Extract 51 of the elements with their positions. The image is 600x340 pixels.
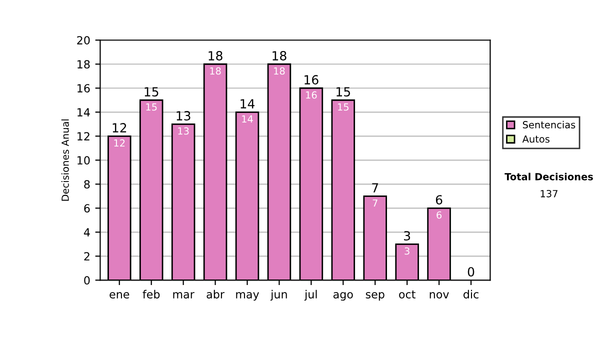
x-tick-label: ene	[110, 292, 130, 298]
total-label: 15	[144, 87, 158, 97]
x-tick-label: oct	[399, 290, 416, 298]
total-label: 18	[208, 51, 222, 60]
x-tick-label: may	[236, 292, 260, 301]
y-tick-label: 10	[78, 156, 90, 165]
text: 137	[540, 190, 558, 198]
x-tick-label: ago	[333, 292, 353, 301]
total-label: 15	[336, 87, 350, 97]
data-label: 18	[274, 67, 285, 75]
data-label: 13	[178, 127, 189, 135]
x-tick-label: abr	[206, 290, 224, 298]
x-tick-label: nov	[430, 292, 449, 298]
x-tick-label: jun	[270, 290, 287, 301]
total-label: 7	[372, 183, 378, 192]
y-tick-label: 8	[84, 180, 90, 189]
text: Total Decisiones	[504, 172, 593, 180]
total-label: 16	[304, 75, 318, 85]
x-tick-label: jul	[304, 290, 317, 301]
x-tick-label: dic	[464, 290, 478, 298]
x-tick-label: mar	[173, 292, 194, 298]
total-label: 18	[272, 51, 286, 60]
y-tick-label: 18	[78, 60, 90, 69]
y-tick-label: 12	[78, 132, 90, 140]
data-label: 18	[210, 67, 221, 75]
x-tick-label: feb	[142, 290, 160, 298]
data-label: 15	[338, 103, 348, 111]
y-tick-label: 2	[84, 252, 90, 260]
data-label: 12	[114, 139, 125, 147]
x-tick-label: sep	[366, 292, 384, 301]
y-tick-label: 20	[77, 36, 90, 44]
data-label: 14	[242, 115, 253, 123]
y-axis-title: Decisiones Anual	[61, 119, 69, 201]
data-label: 7	[372, 199, 378, 207]
y-tick-label: 0	[84, 276, 90, 285]
total-label: 14	[240, 99, 254, 108]
y-tick-label: 6	[84, 204, 90, 213]
y-tick-label: 4	[84, 228, 90, 236]
legend-label: Autos	[522, 135, 550, 143]
data-label: 6	[436, 211, 442, 219]
y-tick-label: 16	[78, 84, 90, 93]
total-label: 13	[176, 111, 190, 121]
y-tick-label: 14	[78, 108, 90, 116]
total-label: 3	[404, 231, 410, 241]
total-label: 6	[436, 195, 442, 205]
total-label: 0	[468, 267, 474, 277]
total-label: 12	[112, 123, 126, 132]
data-label: 16	[306, 91, 317, 99]
data-label: 15	[146, 103, 157, 111]
data-label: 3	[404, 247, 410, 255]
legend-label: Sentencias	[522, 120, 576, 128]
